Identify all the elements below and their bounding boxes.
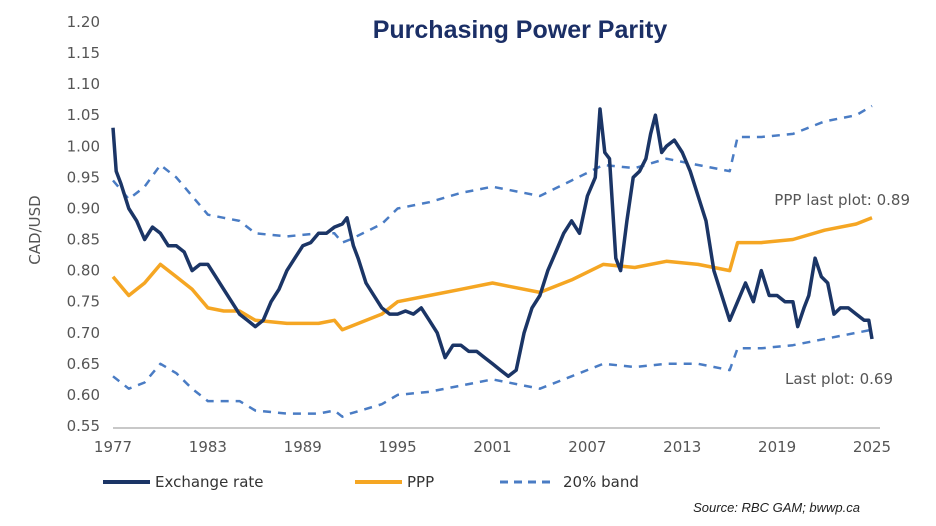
fx-last-annotation: Last plot: 0.69 [785,370,893,388]
legend-label-exchange: Exchange rate [155,473,264,491]
x-tick-label: 2007 [568,438,606,456]
series-lines [111,104,874,418]
y-tick-label: 0.65 [67,355,100,373]
chart-title: Purchasing Power Parity [373,16,668,44]
band-upper-line [112,104,873,244]
x-tick-label: 2019 [758,438,796,456]
x-tick-label: 1995 [379,438,417,456]
y-tick-label: 1.00 [67,137,100,155]
y-tick-label: 0.60 [67,386,100,404]
legend-label-band: 20% band [563,473,639,491]
y-tick-label: 0.55 [67,417,100,435]
x-tick-labels: 1977 1983 1989 1995 2001 2007 2013 2019 2025 [94,438,891,456]
band-lower-line [112,328,873,418]
y-tick-label: 0.70 [67,324,100,342]
ppp-line [111,216,873,332]
x-tick-label: 1977 [94,438,132,456]
y-tick-labels: 1.20 1.15 1.10 1.05 1.00 0.95 0.90 0.85 0.80 0.75… [67,13,100,435]
source-note: Source: RBC GAM; bwwp.ca [693,500,860,515]
y-tick-label: 0.75 [67,293,100,311]
x-tick-label: 1983 [189,438,227,456]
legend-label-ppp: PPP [407,473,434,491]
y-axis-label: CAD/USD [26,195,44,264]
x-tick-label: 2013 [663,438,701,456]
y-tick-label: 1.10 [67,75,100,93]
exchange-rate-line [111,107,874,379]
y-tick-label: 1.20 [67,13,100,31]
x-tick-label: 2025 [853,438,891,456]
y-tick-label: 0.95 [67,168,100,186]
x-tick-label: 1989 [284,438,322,456]
y-tick-label: 0.90 [67,199,100,217]
legend: Exchange rate PPP 20% band [103,473,639,491]
y-tick-label: 0.80 [67,262,100,280]
y-tick-label: 0.85 [67,231,100,249]
y-tick-label: 1.05 [67,106,100,124]
y-tick-label: 1.15 [67,44,100,62]
ppp-last-annotation: PPP last plot: 0.89 [774,191,910,209]
x-tick-label: 2001 [473,438,511,456]
